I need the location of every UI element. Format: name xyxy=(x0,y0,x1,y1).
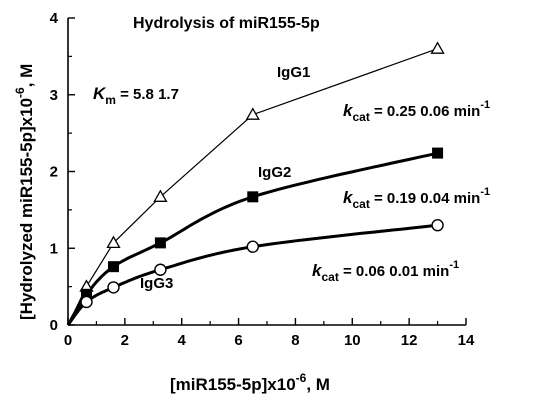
data-point-igg2 xyxy=(247,191,259,203)
y-ticks: 0 1 2 3 4 xyxy=(50,10,75,334)
y-axis-label: [Hydrolyzed miR155-5p]x10-6, M xyxy=(13,64,36,320)
kcat-igg2-annotation: kcat = 0.19 0.04 min-1 xyxy=(343,186,490,211)
data-point-igg3 xyxy=(80,295,93,309)
y-tick-label: 1 xyxy=(50,240,58,257)
data-point-igg1 xyxy=(153,189,168,202)
data-point-igg1 xyxy=(106,235,121,249)
data-point-igg2 xyxy=(107,261,119,273)
x-tick-label: 2 xyxy=(121,332,129,349)
data-point-igg3 xyxy=(107,281,120,294)
series-label-igg2: IgG2 xyxy=(258,164,291,181)
x-tick-label: 10 xyxy=(344,332,361,349)
x-tick-label: 0 xyxy=(64,332,72,349)
x-tick-label: 6 xyxy=(234,332,242,349)
x-axis-label: [miR155-5p]x10-6, M xyxy=(170,371,330,394)
y-tick-label: 0 xyxy=(50,317,58,334)
x-tick-label: 8 xyxy=(291,332,299,349)
data-point-igg1 xyxy=(430,41,445,54)
series-line-igg2 xyxy=(66,151,438,326)
series-markers xyxy=(79,41,445,309)
km-annotation: Km = 5.8 1.7 xyxy=(93,84,179,107)
data-point-igg2 xyxy=(154,237,166,249)
series-label-igg1: IgG1 xyxy=(277,64,310,81)
kcat-igg3-annotation: kcat = 0.06 0.01 min-1 xyxy=(312,259,459,284)
x-ticks: 0 2 4 6 8 10 12 14 xyxy=(64,318,475,349)
x-tick-label: 4 xyxy=(178,332,187,349)
x-tick-label: 14 xyxy=(458,332,475,349)
x-tick-label: 12 xyxy=(401,332,418,349)
data-point-igg2 xyxy=(80,288,92,300)
y-tick-label: 3 xyxy=(50,87,58,104)
y-tick-label: 4 xyxy=(50,10,59,27)
chart-title: Hydrolysis of miR155-5p xyxy=(133,15,320,32)
data-point-igg3 xyxy=(246,240,259,253)
data-point-igg1 xyxy=(245,107,260,120)
data-point-igg2 xyxy=(432,147,444,159)
data-point-igg3 xyxy=(154,263,167,276)
data-point-igg3 xyxy=(431,219,444,232)
series-label-igg3: IgG3 xyxy=(140,275,173,292)
kcat-igg1-annotation: kcat = 0.25 0.06 min-1 xyxy=(343,99,490,124)
y-tick-label: 2 xyxy=(50,164,58,181)
